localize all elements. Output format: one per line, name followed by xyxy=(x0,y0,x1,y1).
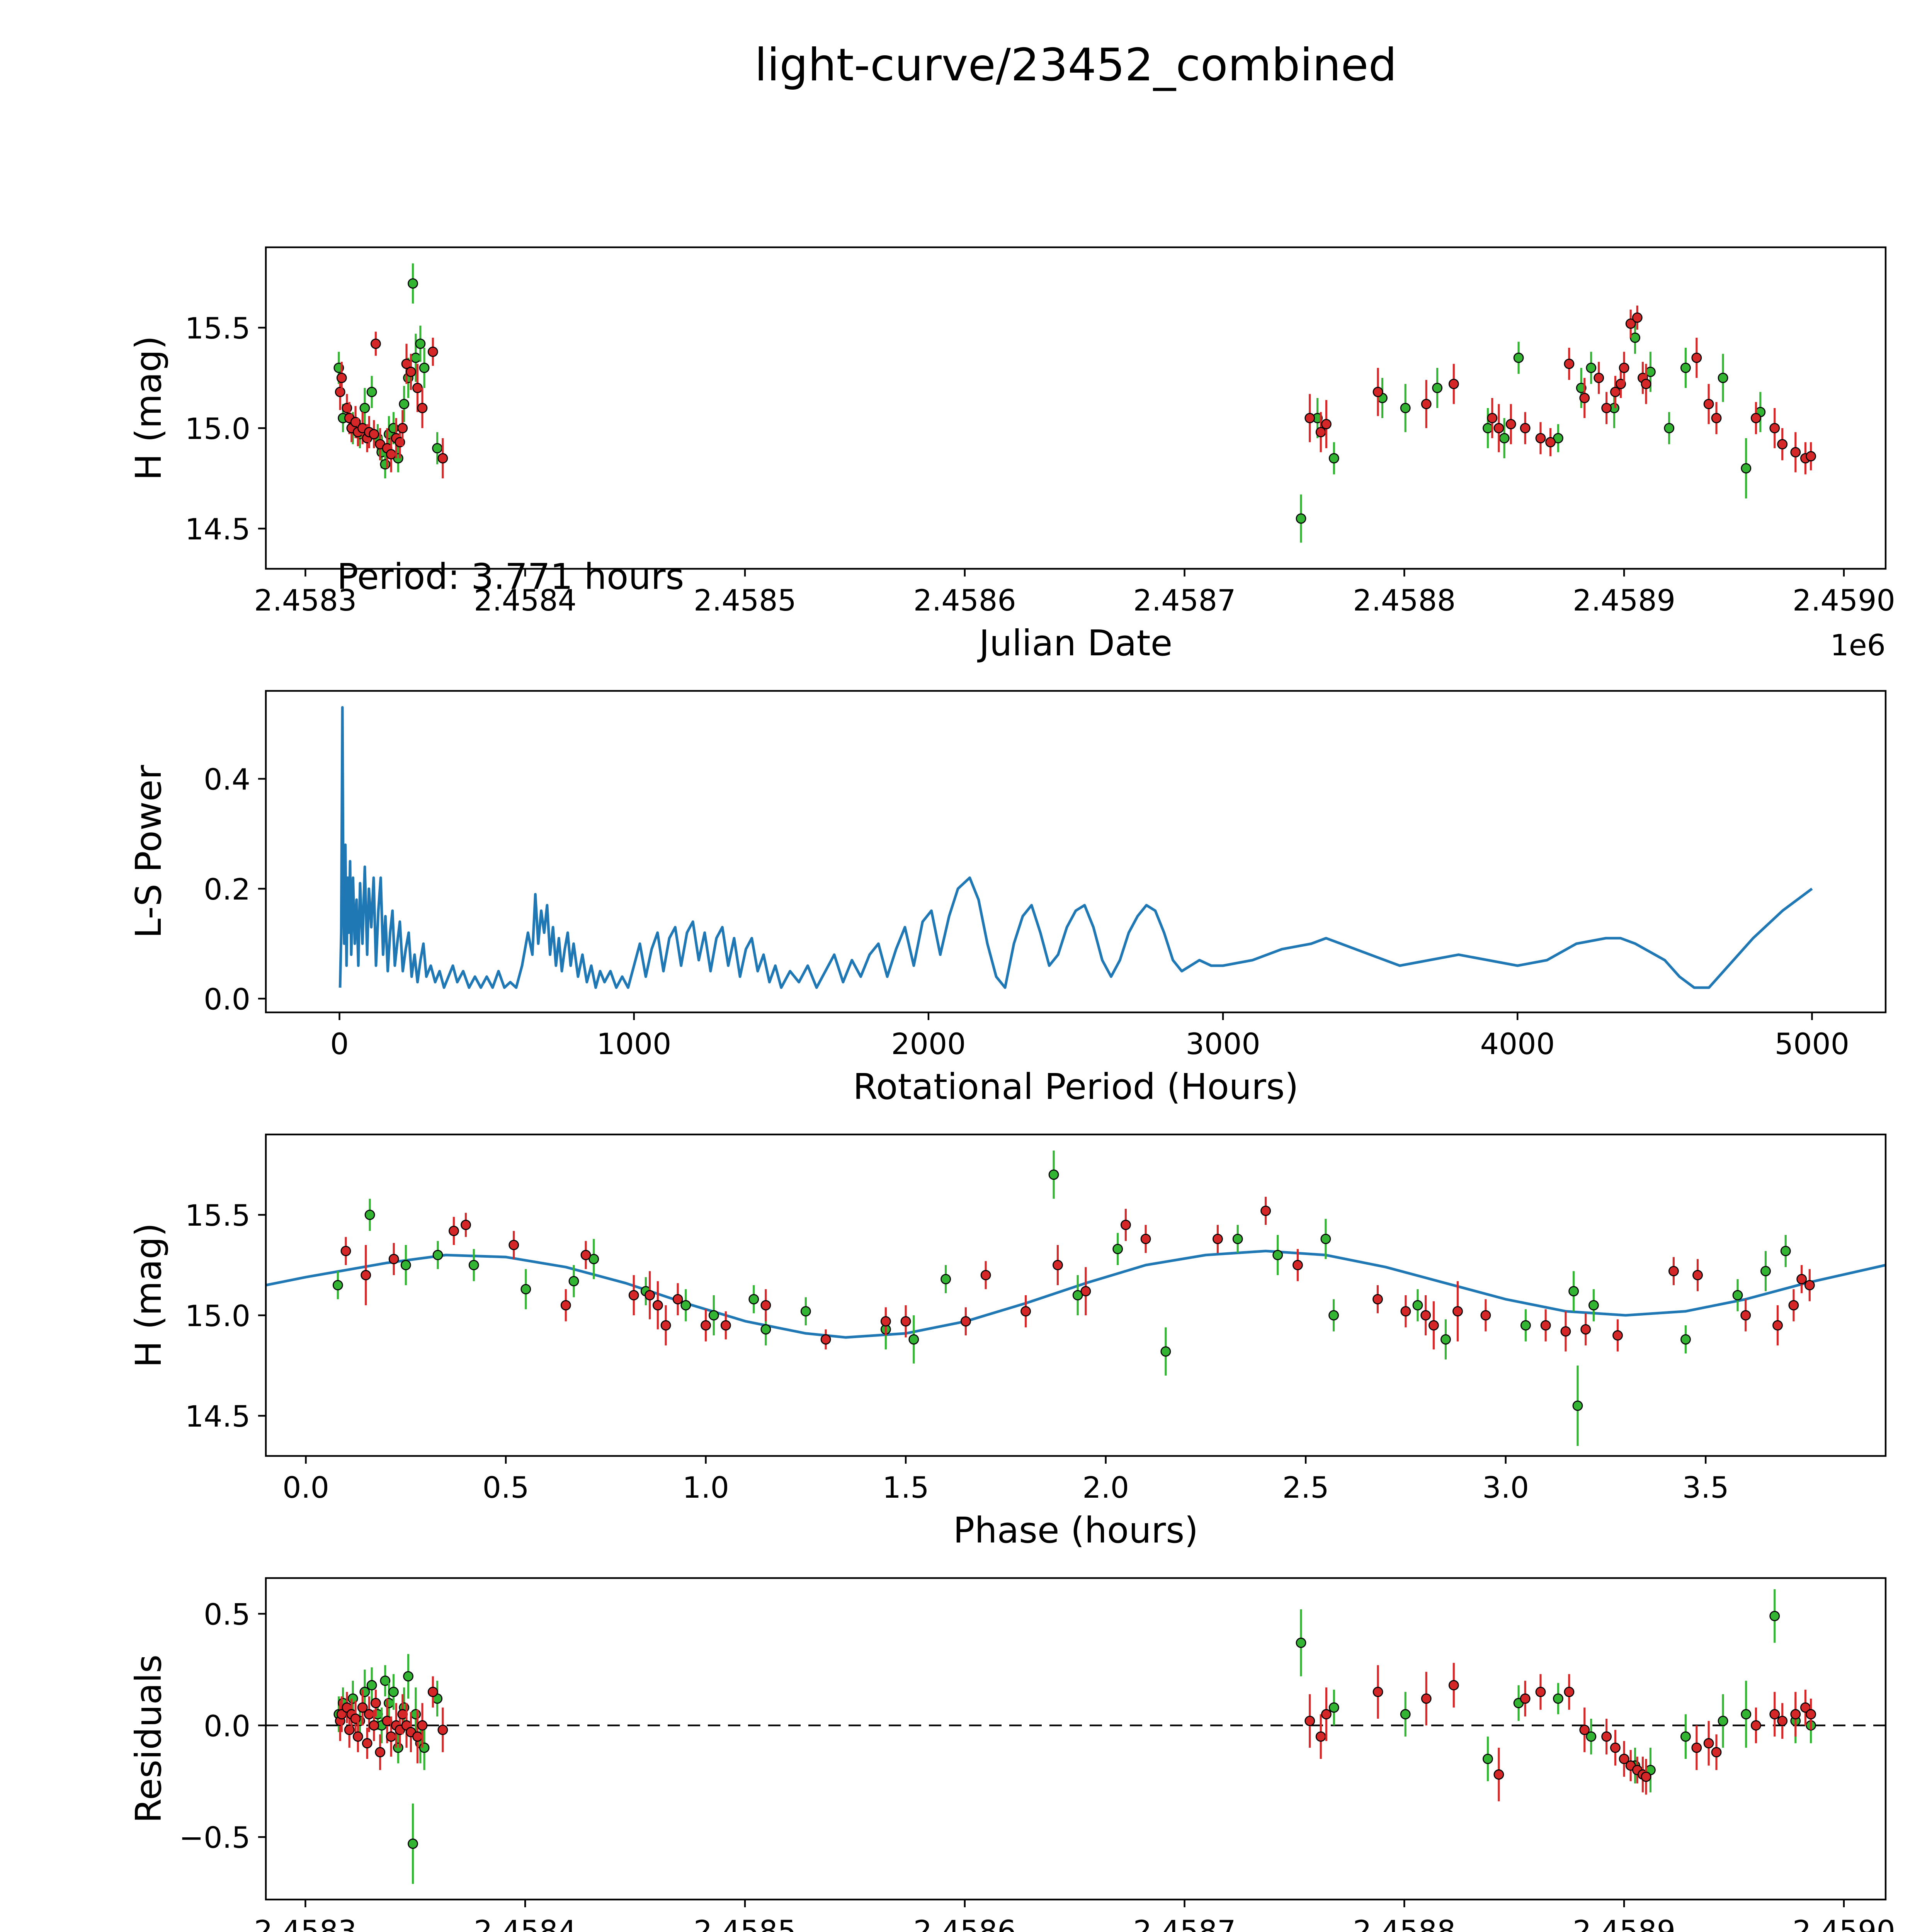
residuals-x-tick-label: 2.4590 xyxy=(1793,1914,1895,1932)
panel-phased: 0.0 0.5 1.0 1.5 2.0 2.5 3.0 3.5 14.5 15.0 15.5 Phas… xyxy=(128,1133,1887,1551)
phased-x-tick-label: 0.5 xyxy=(483,1470,529,1505)
periodogram-y-tick-label: 0.4 xyxy=(204,762,250,797)
lightcurve-x-tick-label: 2.4586 xyxy=(913,583,1016,617)
phased-x-tick-label: 3.5 xyxy=(1682,1470,1729,1505)
residuals-y-tick-label: 0.0 xyxy=(204,1709,250,1743)
panel-residuals: 2.4583 2.4584 2.4585 2.4586 2.4587 2.4588 2.45… xyxy=(128,1577,1895,1932)
lightcurve-x-tick-label: 2.4590 xyxy=(1793,583,1895,617)
phased-x-tick-label: 1.0 xyxy=(682,1470,729,1505)
residuals-x-tick-label: 2.4588 xyxy=(1353,1914,1456,1932)
lightcurve-x-tick-label: 2.4589 xyxy=(1573,583,1675,617)
residuals-y-tick-label: −0.5 xyxy=(179,1820,250,1855)
periodogram-x-tick-label: 3000 xyxy=(1185,1027,1260,1061)
periodogram-y-tick-label: 0.0 xyxy=(204,982,250,1016)
lightcurve-plot-area xyxy=(333,263,1816,543)
residuals-ylabel: Residuals xyxy=(128,1655,169,1823)
lightcurve-xlabel: Julian Date xyxy=(977,622,1172,664)
lightcurve-x-tick-label: 2.4583 xyxy=(254,583,357,617)
fit-curve xyxy=(265,1250,1886,1339)
phased-plot-area xyxy=(265,1150,1886,1446)
periodogram-plot-area xyxy=(338,706,1813,989)
phased-x-tick-label: 2.5 xyxy=(1282,1470,1329,1505)
residuals-x-tick-label: 2.4587 xyxy=(1133,1914,1236,1932)
phased-x-tick-label: 3.0 xyxy=(1482,1470,1529,1505)
periodogram-y-tick-label: 0.2 xyxy=(204,872,250,906)
lightcurve-x-tick-label: 2.4585 xyxy=(694,583,796,617)
periodogram-x-tick-label: 0 xyxy=(330,1027,349,1061)
periodogram-x-tick-label: 4000 xyxy=(1480,1027,1555,1061)
periodogram-x-tick-label: 2000 xyxy=(891,1027,966,1061)
phased-xlabel: Phase (hours) xyxy=(953,1510,1198,1551)
figure-title: light-curve/23452_combined xyxy=(755,39,1397,91)
residuals-axes-frame xyxy=(265,1577,1887,1901)
lightcurve-y-tick-label: 14.5 xyxy=(185,512,250,546)
phased-x-tick-label: 2.0 xyxy=(1082,1470,1129,1505)
periodogram-x-tick-label: 1000 xyxy=(597,1027,671,1061)
charts-group: 2.4583 2.4584 2.4585 2.4586 2.4587 2.4588 2.45… xyxy=(128,246,1895,1932)
phased-axes-frame xyxy=(265,1133,1887,1457)
phased-y-tick-label: 15.5 xyxy=(185,1198,250,1233)
lightcurve-y-tick-label: 15.0 xyxy=(185,412,250,446)
residuals-x-tick-label: 2.4583 xyxy=(254,1914,357,1932)
panel-periodogram: 0 1000 2000 3000 4000 5000 0.0 0.2 0.4 Rotational… xyxy=(128,690,1887,1107)
residuals-x-tick-label: 2.4585 xyxy=(694,1914,796,1932)
panel-lightcurve: 2.4583 2.4584 2.4585 2.4586 2.4587 2.4588 2.45… xyxy=(128,246,1895,664)
red-phased xyxy=(340,1197,1815,1352)
phased-x-tick-label: 0.0 xyxy=(282,1470,329,1505)
phased-x-tick-label: 1.5 xyxy=(883,1470,929,1505)
periodogram-ylabel: L-S Power xyxy=(128,765,169,939)
green-observations xyxy=(333,263,1766,543)
period-annotation: Period: 3.771 hours xyxy=(337,556,684,597)
residuals-x-tick-label: 2.4584 xyxy=(474,1914,577,1932)
lightcurve-x-tick-label: 2.4588 xyxy=(1353,583,1456,617)
lightcurve-x-tick-label: 2.4584 xyxy=(474,583,577,617)
lightcurve-axis-offset-label: 1e6 xyxy=(1830,628,1886,662)
phased-y-tick-label: 15.0 xyxy=(185,1299,250,1333)
periodogram-xlabel: Rotational Period (Hours) xyxy=(853,1066,1298,1107)
phased-ylabel: H (mag) xyxy=(128,1223,169,1368)
lightcurve-x-tick-label: 2.4587 xyxy=(1133,583,1236,617)
lightcurve-ylabel: H (mag) xyxy=(128,336,169,481)
phased-y-tick-label: 14.5 xyxy=(185,1399,250,1434)
ls-power-curve xyxy=(338,706,1813,989)
residuals-plot-area xyxy=(266,1589,1886,1884)
lightcurve-axes-frame xyxy=(265,246,1887,570)
periodogram-x-tick-label: 5000 xyxy=(1775,1027,1849,1061)
residuals-y-tick-label: 0.5 xyxy=(204,1597,250,1631)
residuals-x-tick-label: 2.4586 xyxy=(913,1914,1016,1932)
green-phased xyxy=(332,1150,1791,1446)
green-residuals xyxy=(333,1589,1816,1884)
red-residuals xyxy=(335,1663,1816,1801)
lightcurve-y-tick-label: 15.5 xyxy=(185,311,250,345)
red-observations xyxy=(335,305,1816,478)
periodogram-axes-frame xyxy=(265,690,1887,1014)
residuals-x-tick-label: 2.4589 xyxy=(1573,1914,1675,1932)
